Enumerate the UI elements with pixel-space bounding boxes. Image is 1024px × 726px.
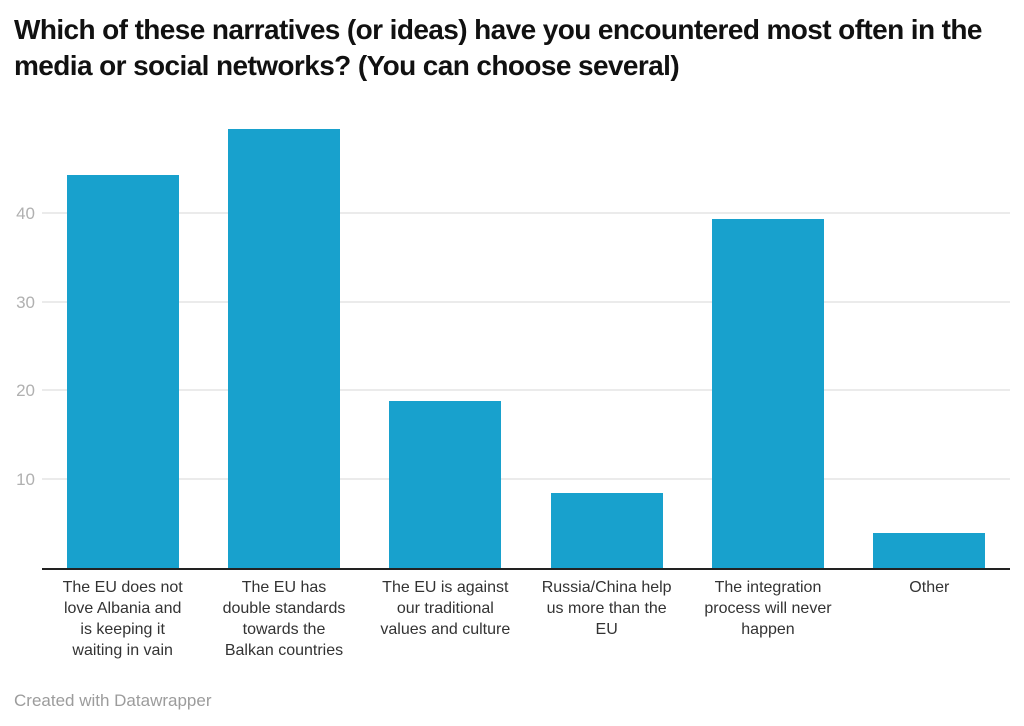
gridline — [42, 477, 1010, 480]
bar-5 — [711, 219, 824, 568]
x-tick-label-4: Russia/China help us more than the EU — [541, 579, 672, 638]
gridline — [42, 300, 1010, 303]
x-axis-baseline — [42, 568, 1010, 570]
y-tick-label: 20 — [16, 381, 35, 401]
datawrapper-credit: Created with Datawrapper — [14, 691, 212, 710]
bar-column — [203, 108, 364, 568]
plot-area: 10 20 30 40 — [16, 108, 1010, 568]
bar-4 — [550, 492, 663, 568]
x-tick-label-6: Other — [909, 579, 950, 596]
chart-title: Which of these narratives (or ideas) hav… — [14, 14, 982, 81]
bar-column — [526, 108, 687, 568]
bar-column — [687, 108, 848, 568]
y-tick-label: 30 — [16, 292, 35, 312]
y-tick-label: 10 — [16, 469, 35, 489]
bar-6 — [873, 532, 986, 568]
bar-column — [365, 108, 526, 568]
gridline — [42, 389, 1010, 392]
gridline — [42, 212, 1010, 215]
x-tick-label-3: The EU is against our traditional values… — [380, 579, 511, 638]
bar-column — [849, 108, 1010, 568]
bar-column — [42, 108, 203, 568]
x-tick-label-2: The EU has double standards towards the … — [222, 579, 346, 659]
bar-3 — [389, 400, 502, 568]
bar-1 — [66, 175, 179, 568]
bar-2 — [227, 129, 340, 568]
y-tick-label: 40 — [16, 204, 35, 224]
x-tick-label-5: The integration process will never happe… — [704, 579, 832, 638]
x-axis-labels: The EU does not love Albania and is keep… — [42, 577, 1010, 661]
x-tick-label-1: The EU does not love Albania and is keep… — [62, 579, 183, 659]
bars-layer — [42, 108, 1010, 568]
